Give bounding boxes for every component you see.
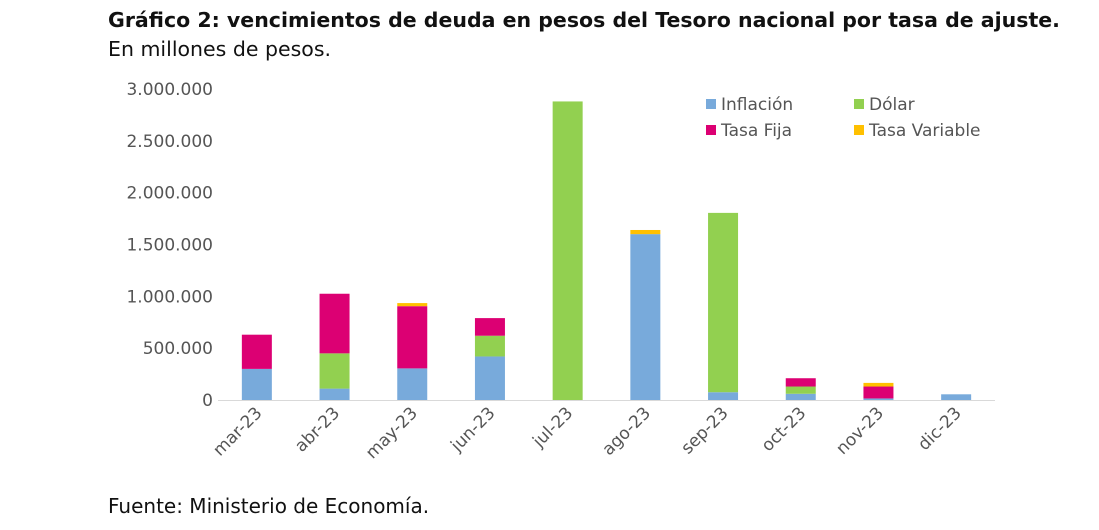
y-tick-label: 3.000.000	[126, 80, 213, 100]
bar-jun-23-dólar	[474, 335, 505, 357]
x-tick-label: abr-23	[291, 403, 344, 456]
bar-abr-23-dólar	[319, 353, 350, 389]
bar-abr-23-inflación	[319, 388, 350, 400]
bar-sep-23-inflación	[708, 392, 739, 400]
chart-title-bold: Gráfico 2: vencimientos de deuda en peso…	[108, 8, 1060, 32]
y-tick-label: 500.000	[143, 339, 213, 359]
bar-nov-23-tasa-variable	[863, 382, 894, 387]
legend-swatch	[706, 99, 716, 109]
bar-mar-23-tasa-fija	[241, 334, 272, 369]
x-tick-label: nov-23	[832, 403, 888, 459]
bar-may-23-tasa-fija	[397, 306, 428, 369]
bar-abr-23-tasa-fija	[319, 293, 350, 354]
bar-jul-23-dólar	[552, 101, 583, 400]
x-tick-label: sep-23	[678, 403, 733, 458]
x-tick-label: ago-23	[599, 403, 655, 459]
bar-mar-23-inflación	[241, 368, 272, 400]
y-tick-label: 1.000.000	[126, 287, 213, 307]
y-tick-label: 0	[202, 391, 213, 411]
legend-label: Dólar	[869, 95, 915, 115]
legend-label: Inflación	[721, 95, 793, 115]
bar-jun-23-inflación	[474, 356, 505, 400]
bar-may-23-inflación	[397, 368, 428, 400]
bar-dic-23-inflación	[941, 394, 972, 400]
bar-jun-23-tasa-fija	[474, 318, 505, 336]
bar-nov-23-tasa-fija	[863, 386, 894, 399]
y-tick-label: 2.500.000	[126, 132, 213, 152]
bar-ago-23-inflación	[630, 234, 661, 400]
stacked-bar-chart: 0 500.000 1.000.000 1.500.000 2.000.000 2.500…	[126, 80, 995, 463]
y-tick-label: 2.000.000	[126, 184, 213, 204]
bar-nov-23-inflación	[863, 398, 894, 400]
x-tick-label: oct-23	[758, 403, 810, 455]
legend-swatch	[706, 125, 716, 135]
x-tick-label: dic-23	[914, 403, 965, 454]
x-tick-label: may-23	[362, 403, 422, 463]
x-tick-label: jun-23	[446, 403, 499, 456]
legend-swatch	[854, 125, 864, 135]
bar-oct-23-inflación	[785, 393, 816, 400]
source-note: Fuente: Ministerio de Economía.	[108, 494, 430, 518]
legend-label: Tasa Variable	[868, 121, 981, 141]
y-tick-label: 1.500.000	[126, 236, 213, 256]
legend-label: Tasa Fija	[720, 121, 792, 141]
bar-may-23-tasa-variable	[397, 303, 428, 307]
chart-title: Gráfico 2: vencimientos de deuda en peso…	[108, 6, 1068, 64]
bar-oct-23-dólar	[785, 386, 816, 394]
bar-ago-23-tasa-variable	[630, 229, 661, 235]
chart-title-normal: En millones de pesos.	[108, 37, 332, 61]
legend-swatch	[854, 99, 864, 109]
bar-sep-23-dólar	[708, 212, 739, 393]
x-tick-label: jul-23	[528, 403, 577, 452]
x-tick-label: mar-23	[209, 403, 266, 460]
bar-oct-23-tasa-fija	[785, 378, 816, 387]
